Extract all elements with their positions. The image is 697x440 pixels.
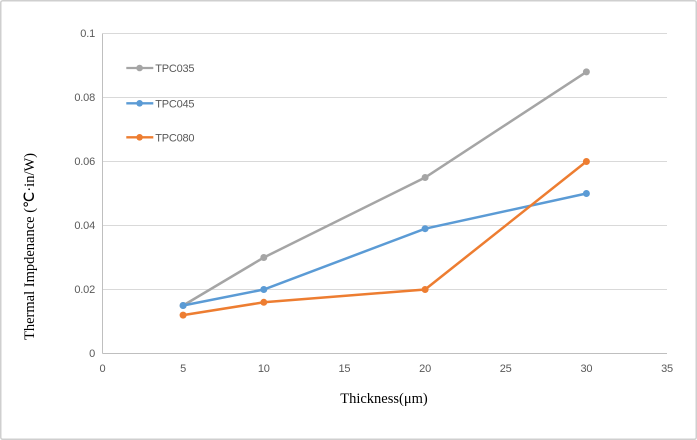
svg-text:0.02: 0.02 [74,284,95,296]
svg-text:0.06: 0.06 [74,156,95,168]
svg-text:5: 5 [180,363,186,375]
svg-text:0.04: 0.04 [74,220,95,232]
svg-text:25: 25 [500,363,512,375]
svg-text:TPC035: TPC035 [155,63,194,75]
svg-text:TPC045: TPC045 [155,98,194,110]
svg-text:0.08: 0.08 [74,92,95,104]
svg-text:Thickness(μm): Thickness(μm) [340,391,428,407]
svg-text:15: 15 [338,363,350,375]
svg-text:0.1: 0.1 [80,28,95,40]
svg-text:10: 10 [258,363,270,375]
svg-text:20: 20 [419,363,431,375]
svg-text:0: 0 [100,363,106,375]
svg-text:0: 0 [89,348,95,360]
svg-text:30: 30 [580,363,592,375]
svg-text:Thermal Impdenance (℃·in/W): Thermal Impdenance (℃·in/W) [22,153,38,340]
svg-text:35: 35 [661,363,673,375]
svg-text:TPC080: TPC080 [155,132,194,144]
